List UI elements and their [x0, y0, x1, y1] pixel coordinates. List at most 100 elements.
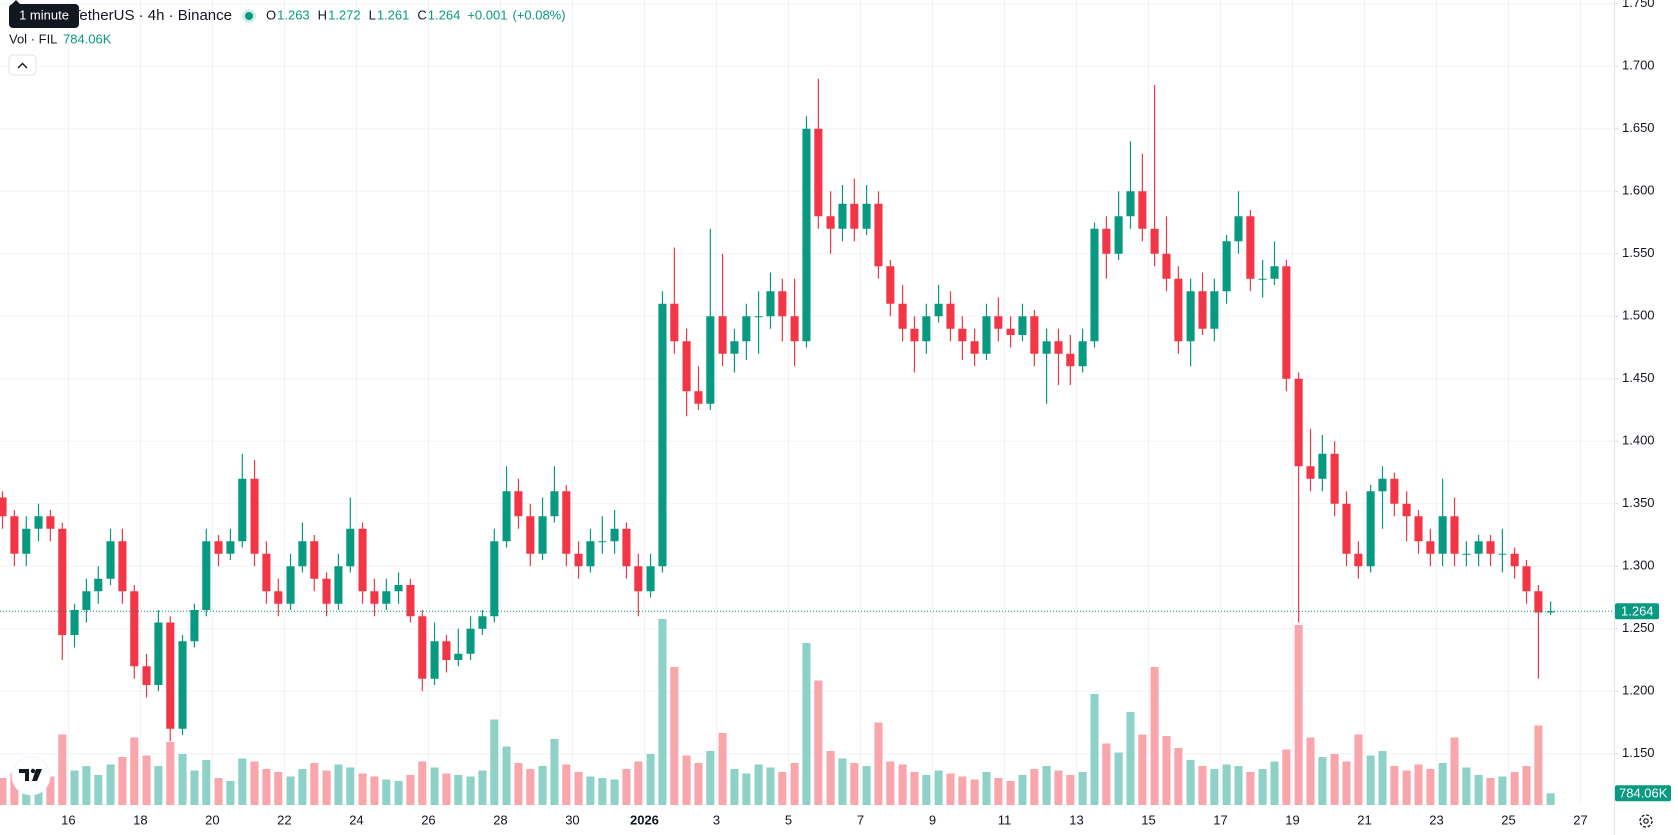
volume-bar: [802, 643, 811, 805]
candle-body: [442, 641, 451, 660]
volume-bar: [910, 772, 919, 805]
volume-bar: [646, 754, 655, 805]
candle-body: [0, 497, 7, 517]
candle-body: [850, 203, 859, 229]
volume-bar: [1282, 749, 1291, 805]
volume-bar: [70, 770, 79, 805]
candle-body: [1294, 378, 1303, 467]
volume-bar: [970, 779, 979, 805]
y-tick-label: 1.150: [1622, 745, 1655, 760]
candle-body: [1390, 478, 1399, 504]
legend-prefix: C: [417, 7, 426, 22]
candle-body: [1414, 516, 1423, 542]
candle-body: [454, 653, 463, 660]
volume-bar: [346, 767, 355, 805]
volume-bar: [754, 764, 763, 805]
collapse-button[interactable]: [8, 54, 37, 76]
volume-bar: [526, 769, 535, 805]
volume-bar: [454, 775, 463, 805]
legend-prefix: O: [266, 7, 276, 22]
candle-body: [814, 128, 823, 217]
candle-body: [1054, 341, 1063, 354]
candle-body: [886, 266, 895, 304]
volume-bar: [694, 763, 703, 805]
volume-bar: [10, 773, 19, 805]
volume-bar: [418, 761, 427, 805]
volume-bar: [1330, 754, 1339, 805]
x-tick-label: 11: [998, 812, 1012, 827]
collapse-button-frame: [8, 54, 37, 76]
candle-body: [1066, 353, 1075, 367]
volume-bar: [1162, 736, 1171, 805]
tradingview-logo[interactable]: [11, 756, 51, 796]
volume-bar: [1030, 769, 1039, 805]
volume-bar: [1126, 712, 1135, 805]
volume-bar: [862, 766, 871, 805]
volume-bar: [658, 619, 667, 805]
x-tick-label: 23: [1429, 812, 1443, 827]
header-layer: Filecoin / TetherUS · 4h · Binance O 1.263…: [8, 0, 1653, 828]
candle-body: [682, 341, 691, 392]
candle-body: [1282, 266, 1291, 379]
candle-body: [874, 203, 883, 267]
volume-bar: [442, 773, 451, 805]
x-tick-label: 28: [493, 812, 507, 827]
volume-bar: [1498, 776, 1507, 805]
volume-bar: [514, 763, 523, 805]
candle-body: [766, 291, 775, 317]
legend-change: +0.001: [467, 7, 507, 22]
candle-body: [1030, 316, 1039, 354]
candle-body: [862, 203, 871, 229]
volume-bar: [778, 772, 787, 805]
volume-bar: [1102, 743, 1111, 805]
volume-bar: [982, 772, 991, 805]
candle-body: [1222, 241, 1231, 292]
candle-body: [730, 341, 739, 354]
candle-body: [658, 303, 667, 567]
candle-body: [346, 528, 355, 567]
volume-bar: [1534, 725, 1543, 805]
candle-body: [1246, 216, 1255, 279]
candle-body: [958, 328, 967, 342]
volume-bar: [94, 775, 103, 805]
volume-bar: [154, 766, 163, 805]
candle-body: [466, 628, 475, 654]
gear-inner: [1643, 818, 1649, 824]
candle-body: [34, 516, 43, 529]
candle-body: [1258, 278, 1267, 280]
volume-bar: [850, 763, 859, 805]
candle-body: [586, 541, 595, 567]
volume-bar: [1018, 775, 1027, 805]
volume-bar: [886, 761, 895, 805]
volume-bar: [82, 766, 91, 805]
volume-bar: [1222, 764, 1231, 805]
candle-body: [838, 203, 847, 229]
settings-button[interactable]: [1639, 814, 1653, 828]
x-tick-label: 18: [133, 812, 147, 827]
y-tick-label: 1.500: [1622, 308, 1655, 323]
candle-body: [1126, 191, 1135, 217]
volume-bar: [1450, 737, 1459, 805]
status-dot: [245, 12, 253, 20]
candle-body: [1102, 228, 1111, 254]
volume-bar: [1138, 734, 1147, 805]
x-tick-label: 19: [1285, 812, 1299, 827]
volume-legend-label: Vol · FIL: [9, 31, 57, 46]
y-tick-label: 1.750: [1622, 0, 1655, 10]
legend-change-percent: (+0.08%): [512, 7, 565, 22]
volume-bar: [1462, 767, 1471, 805]
candle-body: [394, 585, 403, 592]
candle-body: [1270, 266, 1279, 279]
volume-bar: [742, 773, 751, 805]
candle-body: [298, 541, 307, 567]
candle-body: [826, 216, 835, 229]
x-tick-label: 16: [61, 812, 75, 827]
volume-bar: [406, 775, 415, 805]
volume-bar: [142, 755, 151, 805]
y-tick-label: 1.250: [1622, 620, 1655, 635]
volume-bar: [1246, 772, 1255, 805]
x-tick-label: 17: [1213, 812, 1227, 827]
volume-bar: [1006, 781, 1015, 805]
